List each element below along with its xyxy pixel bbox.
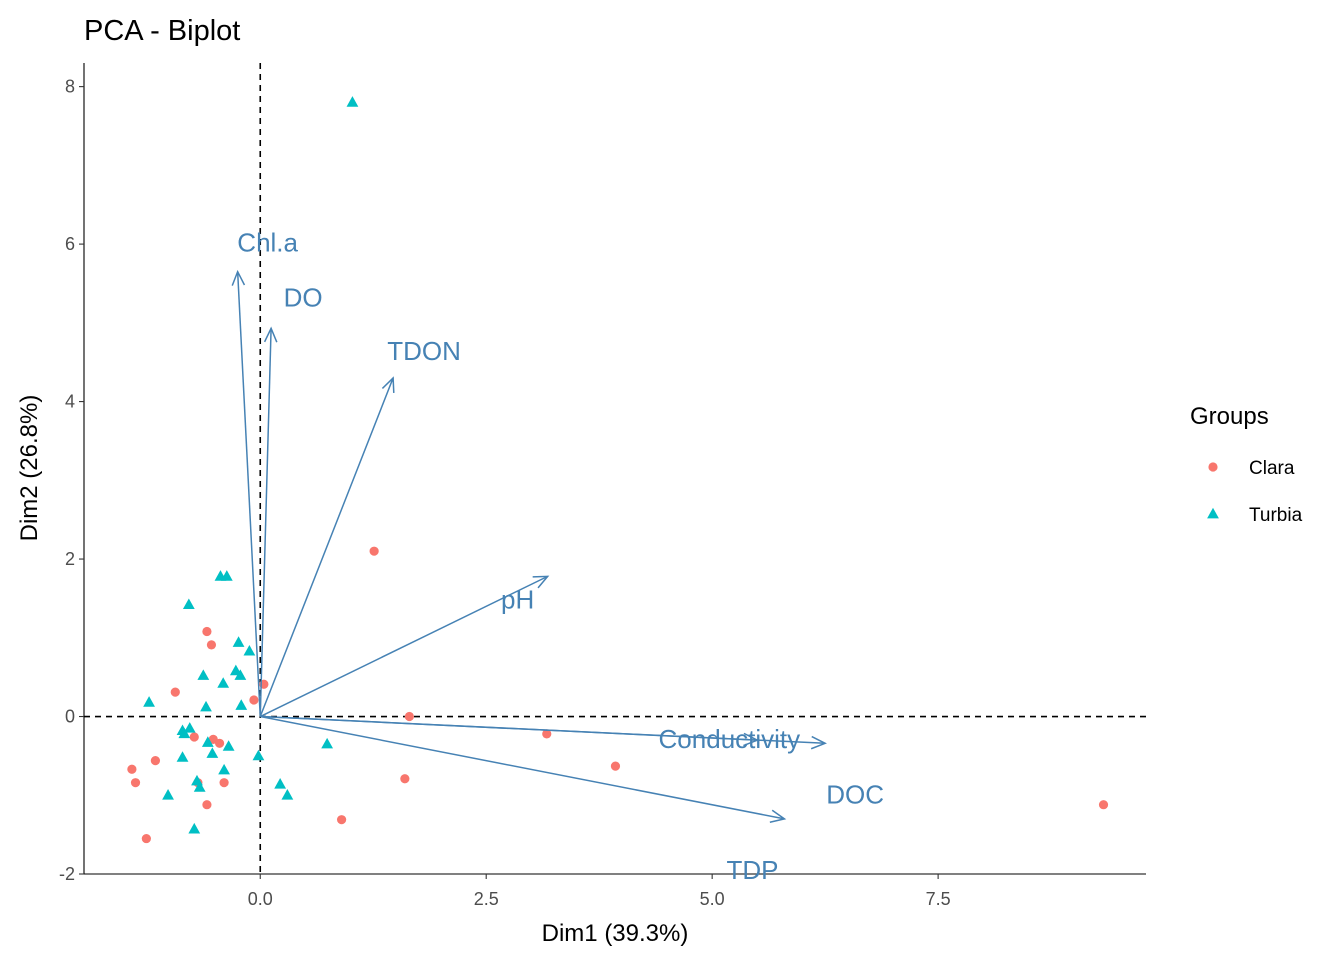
point-turbia <box>206 747 219 758</box>
reference-lines <box>84 63 1146 874</box>
arrow-head <box>263 326 278 343</box>
point-clara <box>170 687 180 697</box>
point-turbia <box>217 677 230 688</box>
x-tick-label: 2.5 <box>474 889 499 909</box>
y-tick-label: 8 <box>65 77 75 97</box>
arrow-head <box>231 269 246 286</box>
point-clara <box>189 732 199 742</box>
point-clara <box>542 729 552 739</box>
arrow-shaft <box>236 271 261 717</box>
data-points <box>127 96 1109 844</box>
point-clara <box>130 778 141 788</box>
arrow-shaft <box>260 715 826 745</box>
point-turbia <box>218 763 230 775</box>
point-clara <box>219 778 229 788</box>
point-turbia <box>143 696 155 707</box>
point-turbia <box>234 669 247 680</box>
point-turbia <box>197 669 210 680</box>
variable-label-tdp: TDP <box>726 855 778 885</box>
x-tick-label: 0.0 <box>248 889 273 909</box>
y-ticks: -2 0 2 4 6 8 <box>59 77 84 884</box>
point-turbia <box>193 781 206 792</box>
point-turbia <box>274 778 287 789</box>
variable-arrows: Chl.a DO TDON pH Conductivity DOC TDP <box>231 228 884 885</box>
variable-label-tdon: TDON <box>387 336 461 366</box>
point-turbia <box>252 749 265 761</box>
point-turbia <box>243 644 256 656</box>
point-clara <box>369 546 379 556</box>
arrow-shaft <box>259 328 272 717</box>
y-axis-title: Dim2 (26.8%) <box>16 395 43 542</box>
chart-title: PCA - Biplot <box>84 15 240 47</box>
legend-key-clara <box>1208 462 1218 472</box>
point-clara <box>206 640 217 650</box>
variable-arrow-do: DO <box>259 282 323 717</box>
axes: 0.0 2.5 5.0 7.5 -2 0 2 4 6 8 <box>59 63 1146 909</box>
variable-label-do: DO <box>284 282 323 312</box>
legend: Groups Clara Turbia <box>1190 403 1303 526</box>
x-tick-label: 5.0 <box>700 889 725 909</box>
point-turbia <box>182 598 195 610</box>
point-turbia <box>235 699 248 710</box>
point-clara <box>249 695 259 705</box>
point-turbia <box>321 737 334 749</box>
point-turbia <box>178 727 191 739</box>
variable-arrow-tdp: TDP <box>260 715 787 885</box>
point-turbia <box>346 96 359 107</box>
x-axis-title: Dim1 (39.3%) <box>542 920 689 947</box>
point-clara <box>127 764 137 774</box>
legend-label-clara: Clara <box>1249 458 1295 479</box>
point-turbia <box>222 740 235 751</box>
arrow-shaft <box>259 575 548 718</box>
point-clara <box>202 800 212 810</box>
point-clara <box>214 738 225 748</box>
point-turbia <box>162 789 174 800</box>
variable-arrow-ph: pH <box>259 575 550 718</box>
y-tick-label: 2 <box>65 549 75 569</box>
point-turbia <box>176 751 189 762</box>
arrow-head <box>532 575 550 589</box>
variable-arrow-doc: DOC <box>260 715 884 809</box>
point-clara <box>1098 800 1109 810</box>
legend-label-turbia: Turbia <box>1249 505 1303 526</box>
legend-item-clara: Clara <box>1208 458 1295 479</box>
arrow-shaft <box>259 377 394 717</box>
x-ticks: 0.0 2.5 5.0 7.5 <box>248 874 951 909</box>
point-turbia <box>232 636 245 647</box>
point-turbia <box>281 789 294 800</box>
point-turbia <box>201 736 214 747</box>
variable-arrow-chl-a: Chl.a <box>231 228 299 717</box>
arrow-head <box>381 376 395 393</box>
point-clara <box>400 774 410 784</box>
legend-key-turbia <box>1207 507 1219 519</box>
point-turbia <box>200 700 212 712</box>
point-turbia <box>183 722 196 733</box>
point-clara <box>404 711 414 722</box>
x-tick-label: 7.5 <box>926 889 951 909</box>
point-clara <box>610 761 621 771</box>
variable-arrow-tdon: TDON <box>259 336 461 717</box>
legend-item-turbia: Turbia <box>1207 505 1303 526</box>
y-tick-label: 6 <box>65 234 75 254</box>
point-clara <box>202 626 212 637</box>
point-clara <box>141 833 151 844</box>
variable-label-ph: pH <box>501 584 534 614</box>
point-turbia <box>220 570 233 581</box>
legend-title: Groups <box>1190 403 1269 430</box>
point-clara <box>150 756 161 766</box>
legend-items: Clara Turbia <box>1207 458 1303 526</box>
point-clara <box>336 815 347 825</box>
y-tick-label: 4 <box>65 392 75 412</box>
arrow-shaft <box>260 715 785 820</box>
y-tick-label: 0 <box>65 707 75 727</box>
variable-label-doc: DOC <box>826 779 884 809</box>
y-tick-label: -2 <box>59 864 75 884</box>
variable-arrow-conductivity: Conductivity <box>260 715 800 754</box>
arrow-head <box>810 735 827 750</box>
arrow-head <box>769 809 787 823</box>
point-turbia <box>188 822 201 834</box>
variable-label-chl-a: Chl.a <box>237 228 298 258</box>
